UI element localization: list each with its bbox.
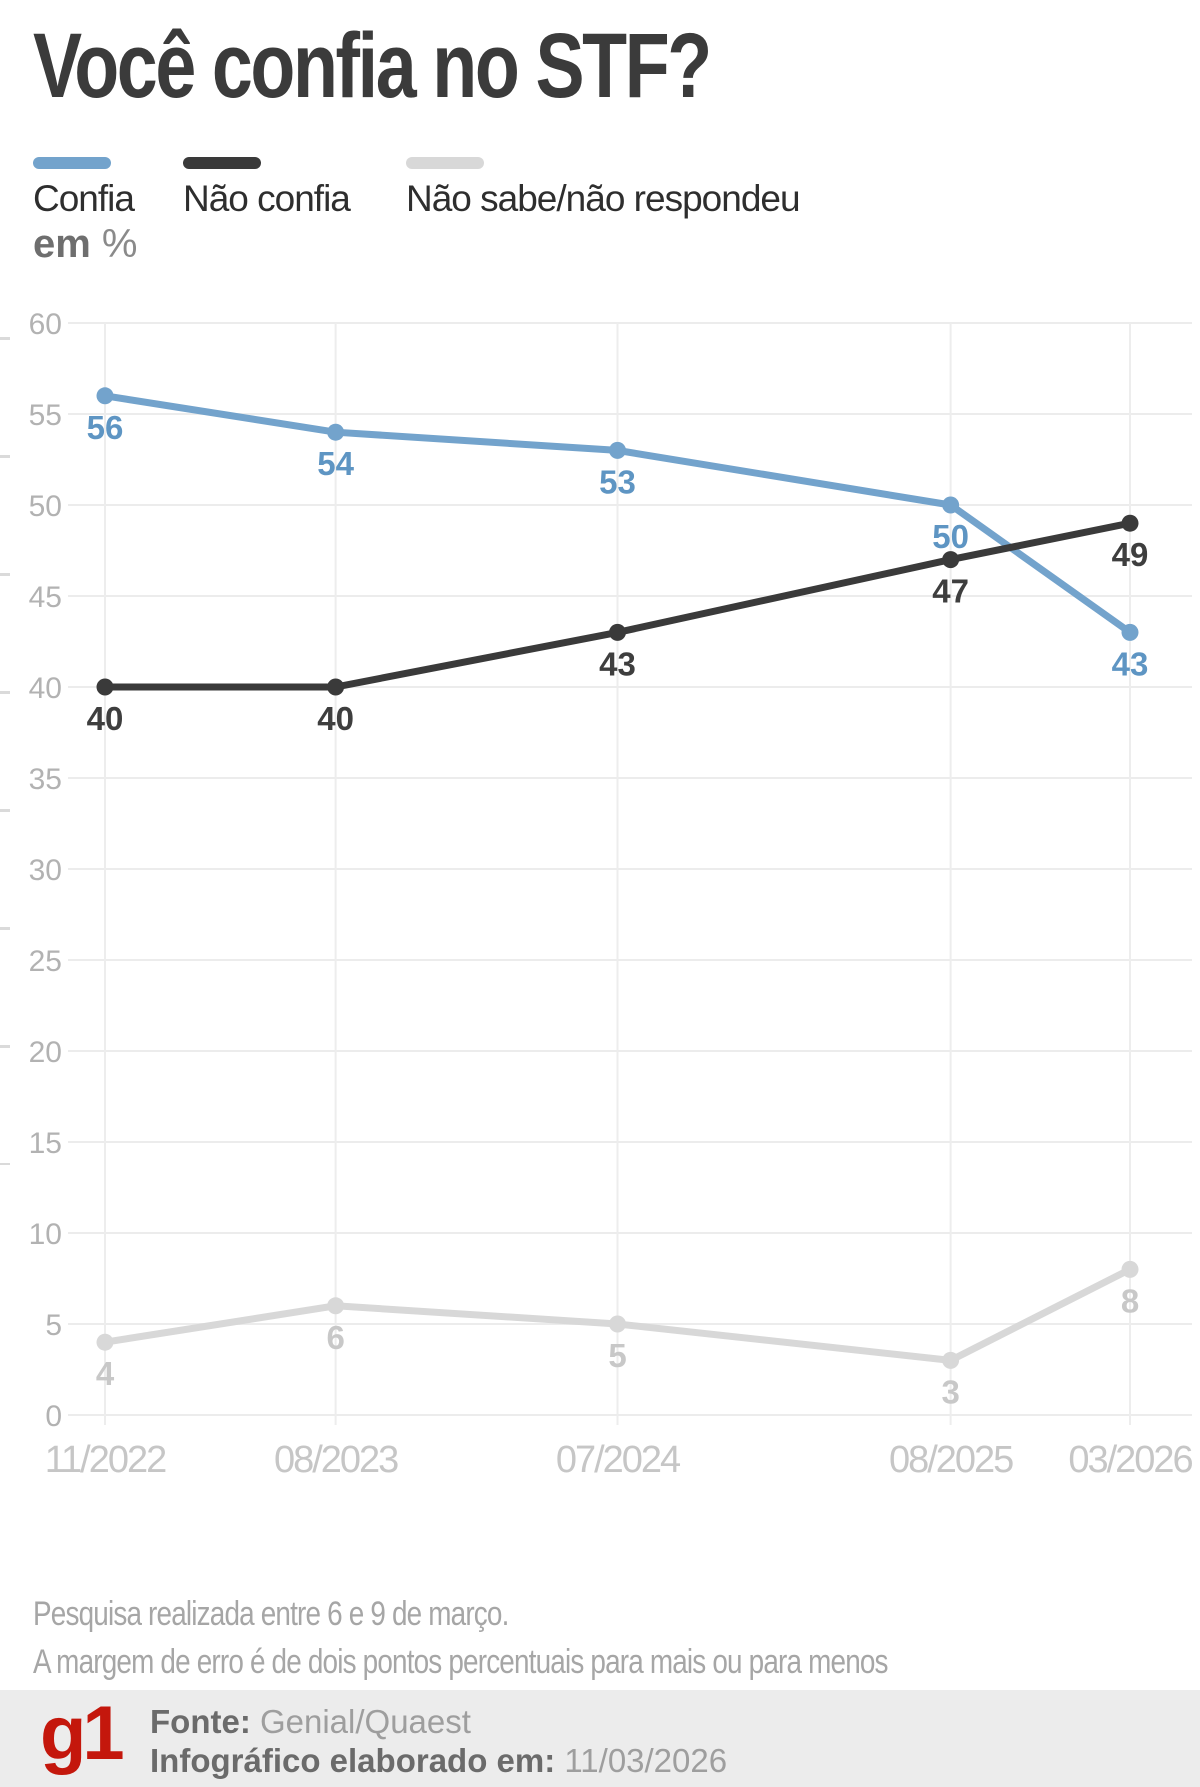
data-point-label: 49 (1112, 536, 1149, 573)
data-point (942, 496, 960, 514)
x-tick-label: 08/2025 (889, 1439, 1013, 1481)
footnote-line-2: A margem de erro é de dois pontos percen… (33, 1643, 889, 1681)
legend-item-nao-confia: Não confia (183, 157, 351, 220)
data-point-label: 8 (1121, 1282, 1139, 1319)
y-tick-label: 50 (29, 490, 62, 523)
data-point (942, 1351, 960, 1369)
data-point (327, 1297, 345, 1315)
data-point-label: 56 (87, 409, 124, 446)
chart-footnotes: Pesquisa realizada entre 6 e 9 de março.… (33, 1590, 889, 1686)
y-tick-label: 55 (29, 399, 62, 432)
legend-label-nao-confia: Não confia (183, 178, 351, 219)
data-point (327, 423, 345, 441)
data-point (1121, 514, 1139, 532)
data-point-label: 50 (932, 518, 969, 555)
g1-logo: g1 (40, 1691, 125, 1776)
data-point (1121, 623, 1139, 641)
data-point-label: 5 (608, 1337, 626, 1374)
y-tick-label: 25 (29, 945, 62, 978)
legend-label-nao-sabe: Não sabe/não respondeu (406, 178, 801, 219)
unit-label-percent: % (90, 222, 138, 266)
x-tick-label: 11/2022 (45, 1439, 166, 1481)
page-title: Você confia no STF? (33, 15, 712, 117)
source-footer-bar: g1 Fonte: Genial/Quaest Infográfico elab… (0, 1690, 1200, 1787)
info-value: 11/03/2026 (555, 1742, 728, 1779)
data-point (96, 1333, 114, 1351)
data-point-label: 47 (932, 573, 969, 610)
unit-label-bold: em (33, 222, 91, 266)
data-point (96, 678, 114, 696)
legend-swatch-confia (33, 157, 111, 169)
data-point-label: 40 (317, 700, 354, 737)
y-axis-unit-label: em % (33, 222, 138, 267)
source-line: Fonte: Genial/Quaest (150, 1702, 727, 1741)
data-point-label: 43 (1112, 645, 1149, 682)
footnote-line-1: Pesquisa realizada entre 6 e 9 de março. (33, 1595, 509, 1633)
info-line: Infográfico elaborado em: 11/03/2026 (150, 1741, 727, 1780)
data-point (942, 551, 960, 569)
source-value: Genial/Quaest (250, 1703, 471, 1740)
data-point-label: 4 (96, 1355, 115, 1392)
legend-item-nao-sabe: Não sabe/não respondeu (406, 157, 801, 220)
y-tick-label: 20 (29, 1036, 62, 1069)
y-tick-label: 35 (29, 763, 62, 796)
x-tick-label: 07/2024 (556, 1439, 681, 1481)
info-label: Infográfico elaborado em: (150, 1742, 556, 1779)
y-tick-label: 0 (45, 1400, 62, 1433)
x-tick-label: 08/2023 (274, 1439, 398, 1481)
trust-line-chart: 0 5 10 15 20 25 30 35 40 45 50 55 60 11/2022 08/2023 07… (0, 308, 1195, 1481)
data-point-label: 43 (599, 645, 636, 682)
data-point (96, 387, 114, 405)
data-point (609, 623, 626, 641)
chart-legend: Confia Não confia Não sabe/não respondeu (0, 157, 1200, 247)
legend-item-confia: Confia (33, 157, 135, 220)
legend-swatch-nao-confia (183, 157, 261, 169)
y-tick-label: 10 (29, 1218, 62, 1251)
data-point (609, 1315, 626, 1333)
y-tick-label: 45 (29, 581, 62, 614)
data-point (327, 678, 345, 696)
y-tick-label: 40 (29, 672, 62, 705)
source-label: Fonte: (150, 1703, 251, 1740)
legend-swatch-nao-sabe (406, 157, 484, 169)
data-point-label: 54 (317, 445, 354, 482)
data-point-label: 3 (941, 1373, 959, 1410)
y-tick-label: 15 (29, 1127, 62, 1160)
y-tick-label: 5 (45, 1309, 62, 1342)
y-tick-label: 30 (29, 854, 62, 887)
legend-label-confia: Confia (33, 178, 135, 219)
data-point (1121, 1260, 1139, 1278)
source-block: Fonte: Genial/Quaest Infográfico elabora… (150, 1702, 727, 1780)
data-point (609, 441, 626, 459)
data-point-label: 40 (87, 700, 124, 737)
x-tick-label: 03/2026 (1068, 1439, 1192, 1481)
data-point-label: 6 (326, 1319, 344, 1356)
y-tick-label: 60 (29, 308, 62, 341)
data-point-label: 53 (599, 463, 636, 500)
